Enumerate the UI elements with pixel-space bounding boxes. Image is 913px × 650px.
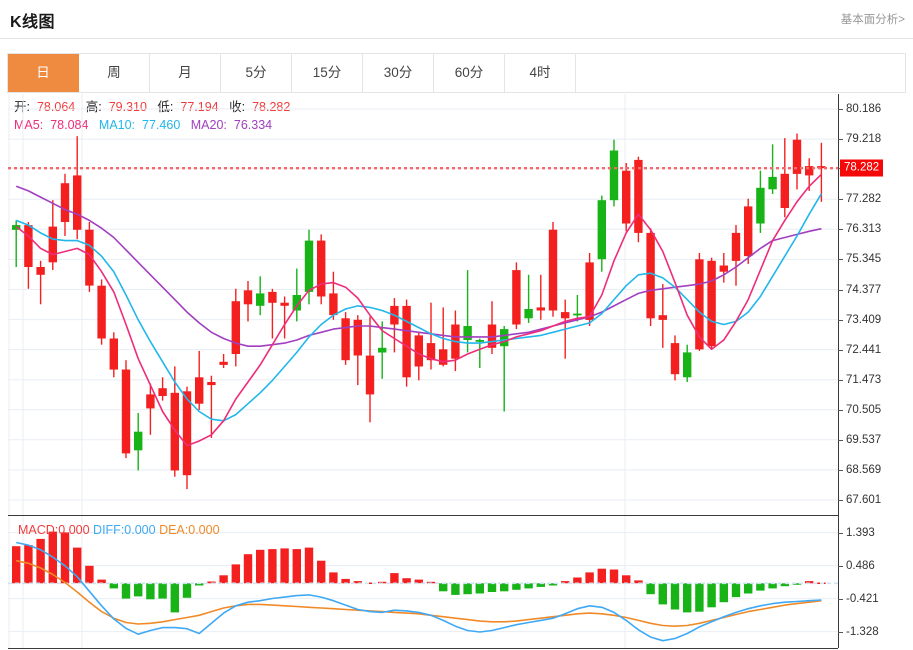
- fundamental-analysis-link[interactable]: 基本面分析>: [840, 14, 905, 26]
- tab-4hour[interactable]: 4时: [505, 54, 576, 92]
- price-tick-mark: [838, 229, 843, 231]
- ma20-label: MA20:: [190, 118, 227, 132]
- tab-week[interactable]: 周: [79, 54, 150, 92]
- close-label: 收:: [229, 100, 246, 114]
- tab-60min[interactable]: 60分: [434, 54, 505, 92]
- ma10-value: 77.460: [142, 118, 181, 132]
- macd-label: MACD:: [18, 523, 59, 537]
- price-tick-label: 79.218: [846, 133, 882, 146]
- price-tick-mark: [838, 439, 843, 441]
- diff-value: 0.000: [124, 523, 156, 537]
- price-tick-label: 68.569: [846, 463, 882, 476]
- price-tick-label: 67.601: [846, 494, 882, 506]
- low-value: 77.194: [180, 100, 219, 114]
- pane-divider: [8, 515, 838, 516]
- price-tick-mark: [838, 409, 843, 411]
- ma5-value: 78.084: [50, 118, 89, 132]
- price-axis: 80.186 79.218 78.282 77.282 76.313 75.345 74.3…: [838, 94, 913, 515]
- macd-axis: 1.393 0.486 -0.421 -1.328: [838, 516, 913, 648]
- tab-bar-filler: [576, 54, 905, 92]
- ma-legend: MA5: 78.084 MA10: 77.460 MA20: 76.334: [14, 118, 279, 132]
- macd-legend: MACD:0.000 DIFF:0.000 DEA:0.000: [18, 523, 220, 537]
- close-value: 78.282: [252, 100, 291, 114]
- tab-month[interactable]: 月: [150, 54, 221, 92]
- macd-tick-mark: [838, 532, 843, 534]
- ohlc-legend: 开: 78.064 高: 79.310 低: 77.194 收: 78.282: [14, 96, 297, 115]
- chart-bottom-rule: [8, 648, 838, 649]
- price-tick-mark: [838, 349, 843, 351]
- macd-value: 0.000: [58, 523, 90, 537]
- ma20-value: 76.334: [233, 118, 273, 132]
- price-tick-mark: [838, 469, 843, 471]
- macd-tick-mark: [838, 598, 843, 600]
- page-title: K线图: [10, 14, 56, 31]
- macd-tick-label: -0.421: [846, 592, 879, 605]
- price-tick-mark: [838, 289, 843, 291]
- candlestick-svg: [8, 94, 838, 515]
- high-value: 79.310: [108, 100, 147, 114]
- dea-value: 0.000: [188, 523, 220, 537]
- price-tick-label: 69.537: [846, 433, 882, 446]
- price-tick-mark: [838, 109, 843, 110]
- open-value: 78.064: [36, 100, 76, 114]
- tab-30min[interactable]: 30分: [363, 54, 434, 92]
- price-tick-label: 75.345: [846, 253, 882, 266]
- price-tick-mark: [838, 379, 843, 381]
- macd-tick-mark: [838, 565, 843, 567]
- price-tick-mark: [838, 199, 843, 201]
- price-tick-mark: [838, 259, 843, 261]
- diff-label: DIFF:: [93, 523, 125, 537]
- current-price-badge: 78.282: [840, 159, 884, 177]
- open-label: 开:: [14, 100, 30, 114]
- ma5-label: MA5:: [14, 118, 44, 132]
- price-tick-label: 72.441: [846, 343, 882, 356]
- price-tick-label: 77.282: [846, 193, 882, 206]
- page-header: K线图 基本面分析>: [0, 0, 913, 39]
- price-tick-mark: [838, 500, 843, 501]
- macd-pane[interactable]: [8, 516, 838, 648]
- macd-svg: [8, 516, 838, 648]
- low-label: 低:: [157, 100, 174, 114]
- price-tick-label: 73.409: [846, 313, 882, 326]
- price-tick-label: 76.313: [846, 223, 882, 236]
- price-tick-label: 80.186: [846, 103, 882, 115]
- price-tick-mark: [838, 139, 843, 141]
- price-tick-mark: [838, 319, 843, 321]
- price-tick-label: 70.505: [846, 403, 882, 416]
- macd-tick-label: -1.328: [846, 625, 879, 638]
- ma10-label: MA10:: [98, 118, 136, 132]
- macd-tick-mark: [838, 631, 843, 633]
- timeframe-tabs: 日 周 月 5分 15分 30分 60分 4时: [7, 53, 906, 93]
- candlestick-pane[interactable]: [8, 94, 838, 515]
- macd-tick-label: 0.486: [846, 559, 875, 572]
- price-tick-label: 71.473: [846, 373, 882, 386]
- tab-day[interactable]: 日: [8, 54, 79, 92]
- high-label: 高:: [85, 100, 102, 114]
- tab-5min[interactable]: 5分: [221, 54, 292, 92]
- price-tick-label: 74.377: [846, 283, 882, 296]
- dea-label: DEA:: [159, 523, 189, 537]
- macd-tick-label: 1.393: [846, 526, 875, 539]
- axis-separator: [838, 94, 839, 648]
- tab-15min[interactable]: 15分: [292, 54, 363, 92]
